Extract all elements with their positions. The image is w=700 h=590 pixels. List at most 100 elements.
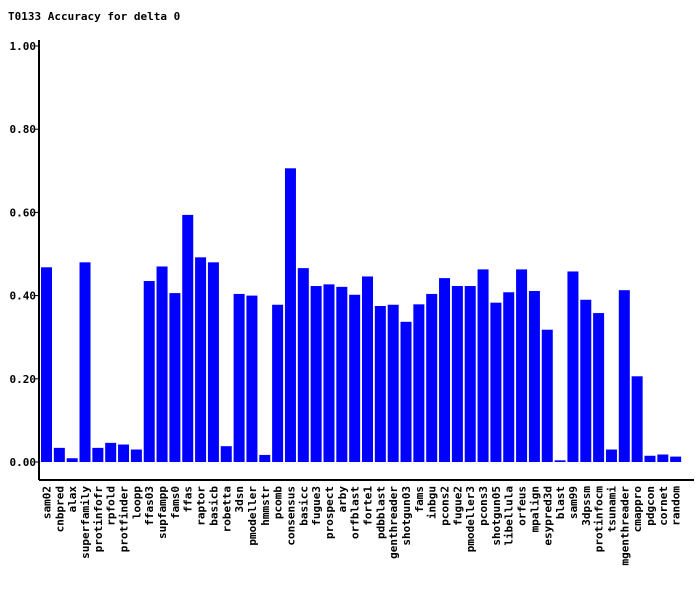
bar-pcons2 bbox=[439, 278, 451, 462]
x-tick-label: cmappro bbox=[631, 486, 644, 533]
bar-arby bbox=[336, 286, 348, 462]
bars bbox=[41, 168, 682, 463]
x-tick-label: protfinder bbox=[118, 486, 131, 553]
x-axis: sam02 cnbpred alax superfamily protinfofr rpf… bbox=[39, 479, 694, 566]
bar-mpalign bbox=[528, 291, 540, 462]
x-tick-label: sam02 bbox=[41, 486, 54, 519]
bar-prospect bbox=[323, 284, 335, 462]
x-tick-label: fams0 bbox=[169, 486, 182, 519]
bar-alax bbox=[66, 458, 78, 462]
x-tick-label: 3dsn bbox=[233, 486, 246, 513]
x-tick-label: pmodeller bbox=[246, 486, 259, 546]
x-tick-label: pcons2 bbox=[439, 486, 452, 526]
x-tick-label: loopp bbox=[130, 486, 143, 519]
x-tick-label: prospect bbox=[323, 486, 336, 539]
bar-pmodeller3 bbox=[464, 286, 476, 462]
x-tick-label: shotgun03 bbox=[400, 486, 413, 546]
bar-inbgu bbox=[426, 293, 438, 462]
bar-pcons3 bbox=[477, 269, 489, 462]
x-tick-label: inbgu bbox=[426, 486, 439, 519]
x-tick-label: raptor bbox=[195, 486, 208, 526]
x-tick-label: ffas03 bbox=[143, 486, 156, 526]
bar-cornet bbox=[657, 454, 669, 462]
bar-genthreader bbox=[387, 304, 399, 462]
x-tick-label: robetta bbox=[220, 486, 233, 532]
bar-3dpssm bbox=[580, 299, 592, 462]
x-tick-label: random bbox=[670, 486, 683, 526]
bar-mgenthreader bbox=[618, 290, 630, 462]
bar-sam02 bbox=[41, 267, 52, 462]
x-tick-label: hmmstr bbox=[259, 486, 272, 526]
x-tick-label: esypred3d bbox=[541, 486, 554, 546]
x-tick-label: consensus bbox=[284, 486, 297, 546]
bar-ffas03 bbox=[143, 281, 155, 462]
bar-shotgun03 bbox=[400, 321, 412, 462]
bar-shotgun05 bbox=[490, 302, 502, 462]
bar-basicc bbox=[297, 268, 309, 462]
x-tick-label: mgenthreader bbox=[618, 486, 631, 566]
x-tick-label: blast bbox=[554, 486, 567, 519]
bar-pdbblast bbox=[374, 306, 386, 462]
x-tick-label: cnbpred bbox=[53, 486, 66, 532]
bar-protfinder bbox=[118, 444, 130, 462]
bar-libellula bbox=[503, 292, 515, 462]
bar-fugue3 bbox=[310, 286, 322, 462]
x-tick-label: pcomb bbox=[272, 486, 285, 519]
x-tick-label: protinfofr bbox=[92, 486, 105, 553]
y-tick-label: 0.60 bbox=[10, 206, 37, 219]
x-tick-label: genthreader bbox=[387, 486, 400, 559]
x-tick-label: 3dpssm bbox=[580, 486, 593, 526]
x-tick-label: mpalign bbox=[528, 486, 541, 532]
bar-loopp bbox=[130, 449, 142, 462]
bar-hmmstr bbox=[259, 454, 271, 462]
bar-basicb bbox=[207, 262, 219, 462]
y-tick-label: 0.20 bbox=[10, 373, 37, 386]
bar-random bbox=[670, 456, 682, 462]
x-tick-label: arby bbox=[336, 486, 349, 513]
x-tick-label: orfblast bbox=[349, 486, 362, 539]
bar-protinfocm bbox=[593, 313, 605, 462]
bar-pcomb bbox=[272, 304, 284, 462]
bar-rpfold bbox=[105, 442, 117, 462]
bar-cnbpred bbox=[53, 447, 65, 462]
y-tick-label: 0.00 bbox=[10, 456, 37, 469]
x-tick-label: fugue2 bbox=[451, 486, 464, 526]
bar-robetta bbox=[220, 446, 232, 462]
bar-protinfofr bbox=[92, 447, 104, 462]
x-tick-label: orfeus bbox=[516, 486, 529, 526]
bar-pmodeller bbox=[246, 295, 258, 462]
bar-orfeus bbox=[516, 269, 528, 462]
x-tick-label: alax bbox=[66, 486, 79, 513]
x-tick-label: libellula bbox=[503, 486, 516, 546]
bar-fams bbox=[413, 304, 425, 462]
bar-cmappro bbox=[631, 376, 643, 462]
bar-tsunami bbox=[605, 449, 617, 462]
x-tick-label: pcons3 bbox=[477, 486, 490, 526]
bar-fams0 bbox=[169, 293, 181, 462]
x-tick-label: cornet bbox=[657, 486, 670, 526]
bar-raptor bbox=[195, 257, 207, 462]
y-tick-label: 1.00 bbox=[10, 40, 37, 53]
x-tick-label: superfamily bbox=[79, 486, 92, 559]
x-tick-label: supfampp bbox=[156, 486, 169, 539]
x-tick-label: pdgcon bbox=[644, 486, 657, 526]
bar-pdgcon bbox=[644, 455, 656, 462]
bar-esypred3d bbox=[541, 329, 553, 462]
x-tick-label: fams bbox=[413, 486, 426, 513]
x-tick-label: protinfocm bbox=[593, 486, 606, 553]
y-tick-label: 0.80 bbox=[10, 123, 37, 136]
bar-supfampp bbox=[156, 266, 168, 462]
x-tick-label: sam99 bbox=[567, 486, 580, 519]
bar-orfblast bbox=[349, 294, 361, 462]
x-tick-label: pdbblast bbox=[374, 486, 387, 539]
bar-ffas bbox=[182, 214, 194, 462]
bar-consensus bbox=[284, 168, 296, 463]
x-tick-label: shotgun05 bbox=[490, 486, 503, 546]
chart-title: T0133 Accuracy for delta 0 bbox=[8, 10, 181, 23]
x-tick-label: tsunami bbox=[605, 486, 618, 533]
bar-superfamily bbox=[79, 262, 91, 462]
bar-fugue2 bbox=[451, 286, 463, 462]
bar-3dsn bbox=[233, 293, 245, 462]
x-tick-label: basicb bbox=[207, 486, 220, 526]
